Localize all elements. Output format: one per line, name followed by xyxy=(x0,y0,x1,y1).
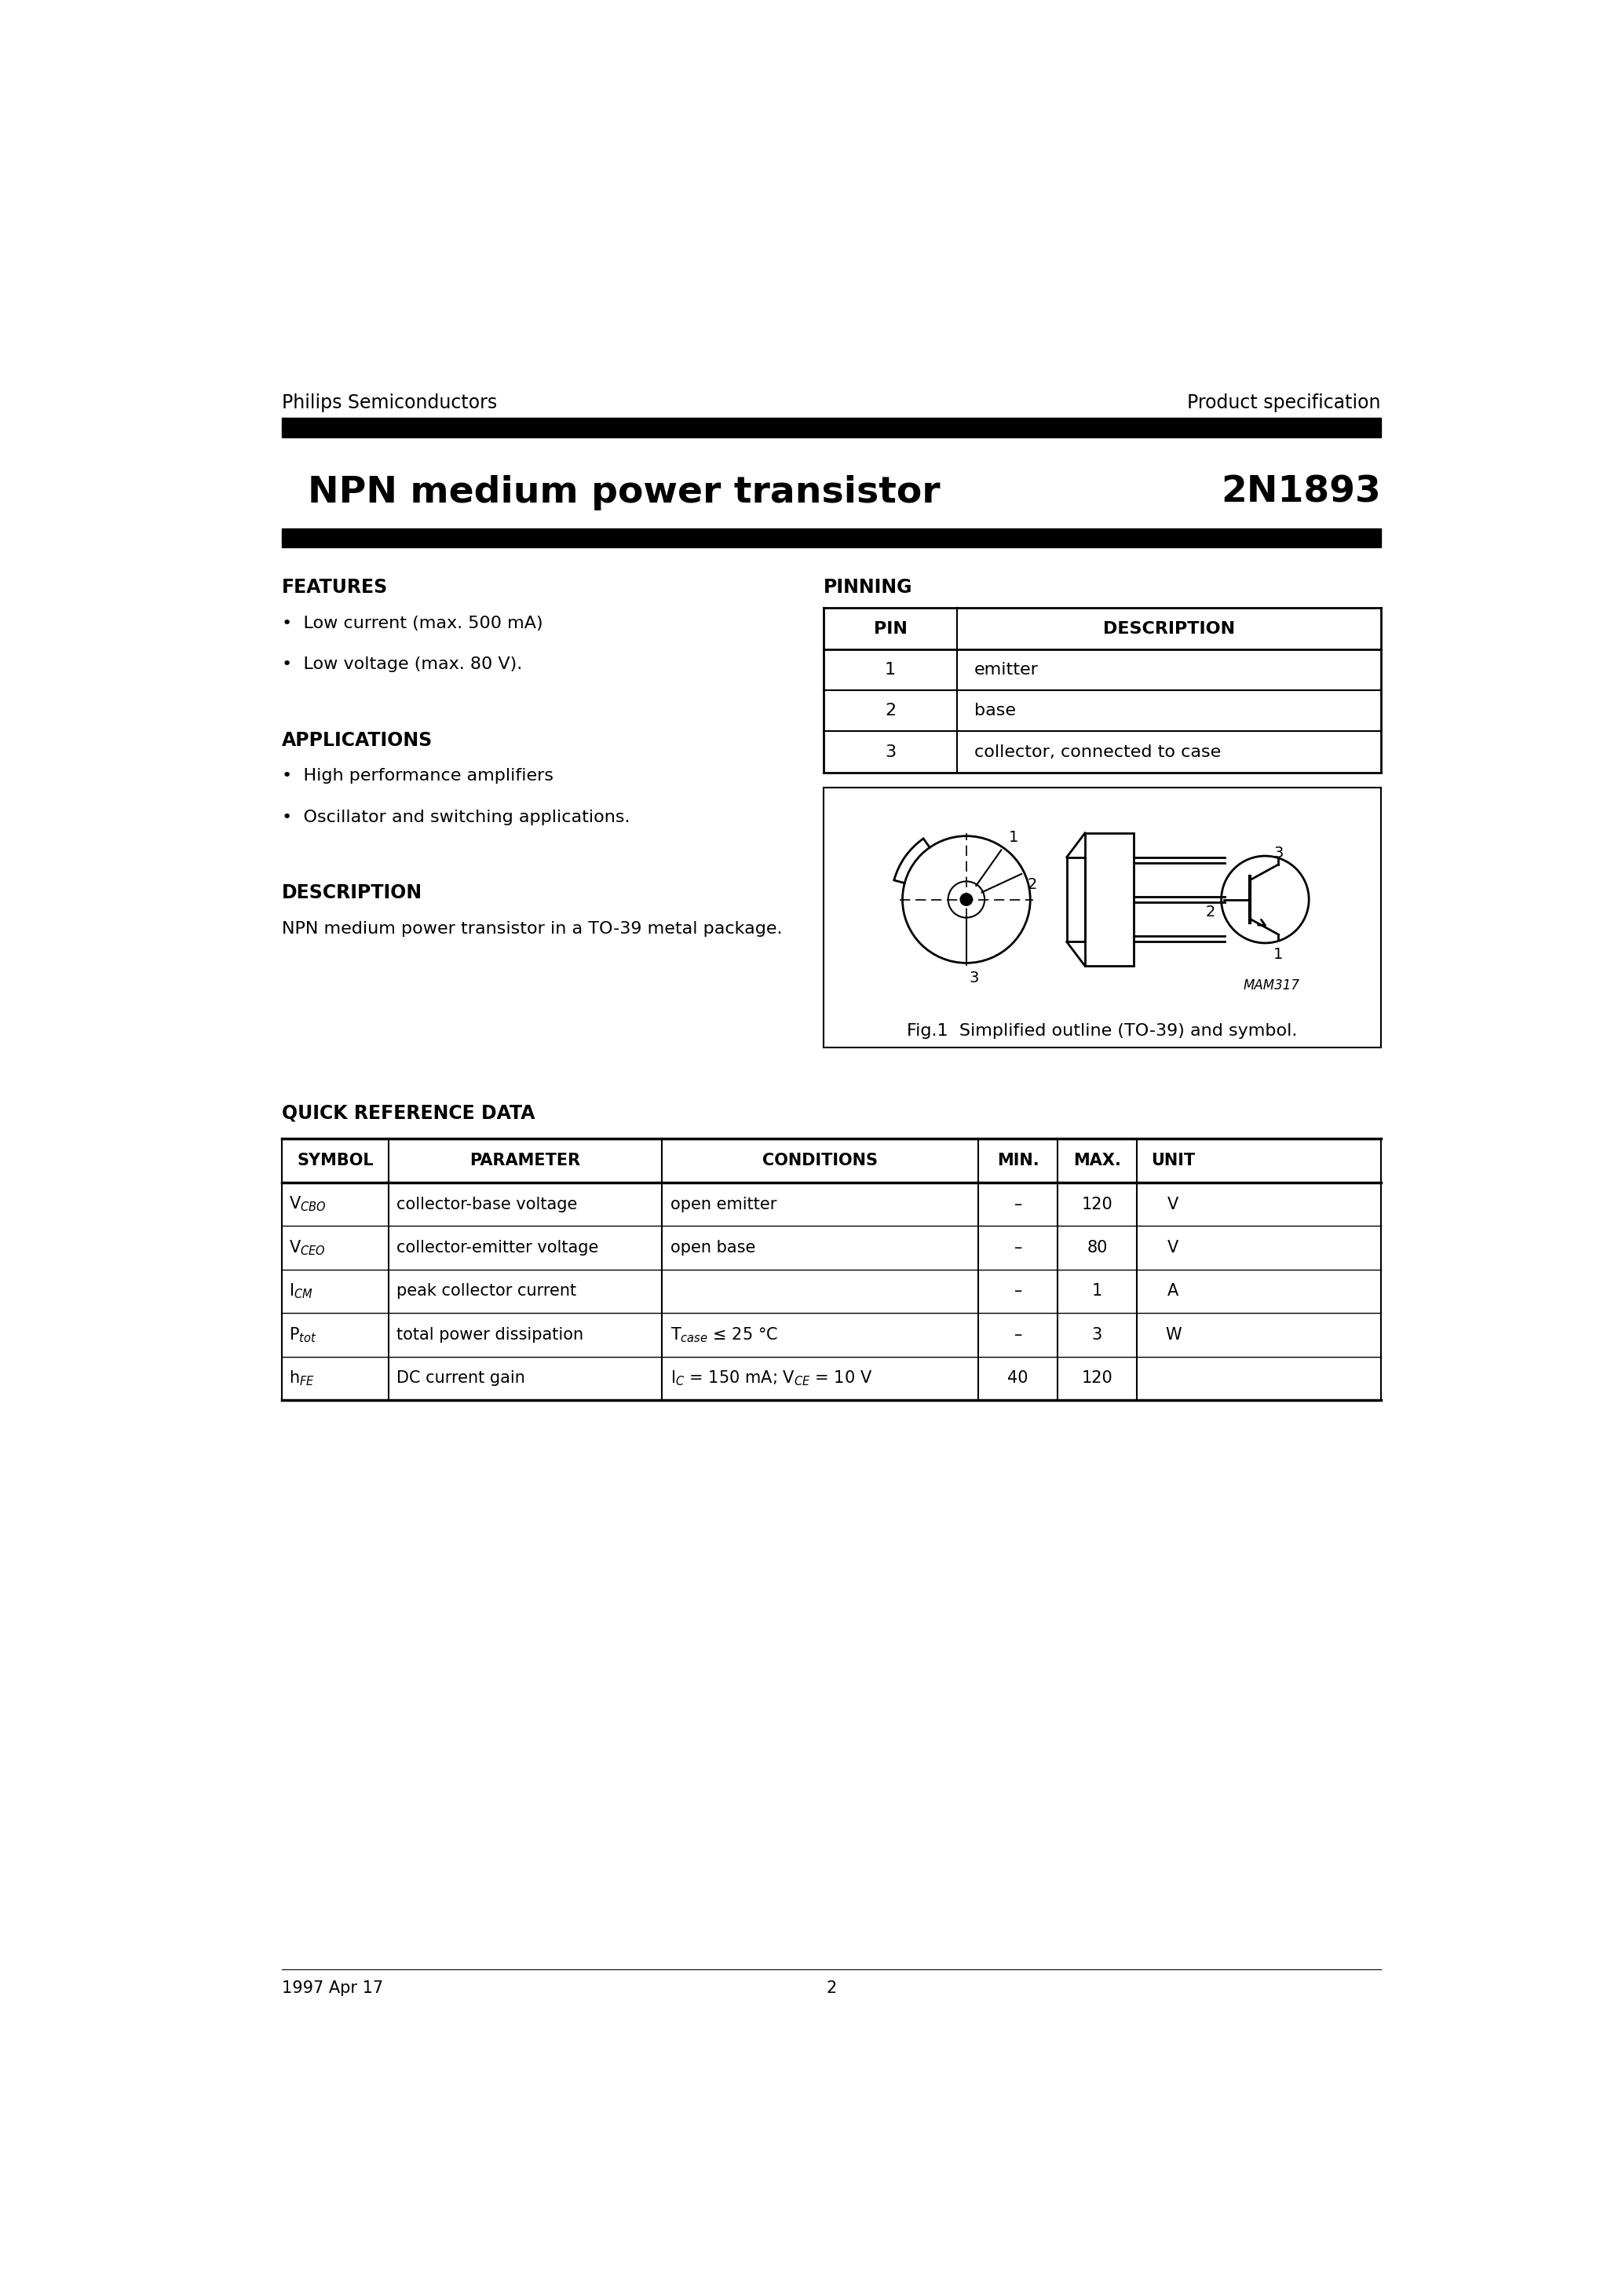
Text: 1997 Apr 17: 1997 Apr 17 xyxy=(282,1981,383,1995)
Text: –: – xyxy=(1014,1240,1022,1256)
Text: SYMBOL: SYMBOL xyxy=(297,1153,373,1169)
Text: 3: 3 xyxy=(1273,845,1283,861)
Text: collector, connected to case: collector, connected to case xyxy=(975,744,1221,760)
Text: 2: 2 xyxy=(1205,905,1215,918)
Text: –: – xyxy=(1014,1283,1022,1300)
Text: 2: 2 xyxy=(826,1981,837,1995)
Text: 3: 3 xyxy=(884,744,895,760)
Text: 1: 1 xyxy=(1273,948,1283,962)
Text: h$_{FE}$: h$_{FE}$ xyxy=(289,1368,315,1387)
Text: open emitter: open emitter xyxy=(670,1196,777,1212)
Text: V$_{CEO}$: V$_{CEO}$ xyxy=(289,1238,326,1256)
Text: V: V xyxy=(1168,1240,1179,1256)
Text: MAM317: MAM317 xyxy=(1242,978,1299,992)
Text: 3: 3 xyxy=(970,971,980,985)
Text: NPN medium power transistor in a TO-39 metal package.: NPN medium power transistor in a TO-39 m… xyxy=(282,921,782,937)
Text: Product specification: Product specification xyxy=(1187,393,1380,413)
Text: V$_{CBO}$: V$_{CBO}$ xyxy=(289,1194,326,1215)
Text: P$_{tot}$: P$_{tot}$ xyxy=(289,1325,318,1343)
Text: CONDITIONS: CONDITIONS xyxy=(762,1153,878,1169)
Text: •  Oscillator and switching applications.: • Oscillator and switching applications. xyxy=(282,810,629,824)
Text: Fig.1  Simplified outline (TO-39) and symbol.: Fig.1 Simplified outline (TO-39) and sym… xyxy=(907,1024,1298,1040)
Text: 1: 1 xyxy=(1009,831,1019,845)
Text: PARAMETER: PARAMETER xyxy=(470,1153,581,1169)
Bar xyxy=(282,418,1380,439)
Text: 1: 1 xyxy=(884,661,895,677)
Text: –: – xyxy=(1014,1327,1022,1343)
Text: T$_{case}$ ≤ 25 °C: T$_{case}$ ≤ 25 °C xyxy=(670,1325,779,1343)
Bar xyxy=(282,528,1380,549)
Text: DESCRIPTION: DESCRIPTION xyxy=(282,884,422,902)
Text: A: A xyxy=(1168,1283,1179,1300)
Text: peak collector current: peak collector current xyxy=(397,1283,577,1300)
Text: 2: 2 xyxy=(884,703,895,719)
Text: •  Low current (max. 500 mA): • Low current (max. 500 mA) xyxy=(282,615,543,631)
Text: 3: 3 xyxy=(1092,1327,1103,1343)
Text: PINNING: PINNING xyxy=(824,579,913,597)
Text: W: W xyxy=(1165,1327,1181,1343)
Text: open base: open base xyxy=(670,1240,756,1256)
Bar xyxy=(824,788,1380,1047)
Text: APPLICATIONS: APPLICATIONS xyxy=(282,730,433,751)
Text: –: – xyxy=(1014,1196,1022,1212)
Bar xyxy=(1067,856,1085,941)
Text: base: base xyxy=(975,703,1015,719)
Text: Philips Semiconductors: Philips Semiconductors xyxy=(282,393,498,413)
Text: DESCRIPTION: DESCRIPTION xyxy=(1103,620,1234,636)
Text: NPN medium power transistor: NPN medium power transistor xyxy=(282,475,941,510)
Text: I$_C$ = 150 mA; V$_{CE}$ = 10 V: I$_C$ = 150 mA; V$_{CE}$ = 10 V xyxy=(670,1368,873,1387)
Text: collector-base voltage: collector-base voltage xyxy=(397,1196,577,1212)
Text: I$_{CM}$: I$_{CM}$ xyxy=(289,1281,313,1300)
Text: MIN.: MIN. xyxy=(998,1153,1040,1169)
Text: 120: 120 xyxy=(1082,1371,1113,1387)
Text: 80: 80 xyxy=(1087,1240,1108,1256)
Text: emitter: emitter xyxy=(975,661,1038,677)
Text: MAX.: MAX. xyxy=(1074,1153,1121,1169)
Text: DC current gain: DC current gain xyxy=(397,1371,526,1387)
Text: V: V xyxy=(1168,1196,1179,1212)
Text: total power dissipation: total power dissipation xyxy=(397,1327,584,1343)
Text: collector-emitter voltage: collector-emitter voltage xyxy=(397,1240,599,1256)
Text: 40: 40 xyxy=(1007,1371,1028,1387)
Text: 2: 2 xyxy=(1028,877,1038,891)
Text: PIN: PIN xyxy=(874,620,907,636)
Text: QUICK REFERENCE DATA: QUICK REFERENCE DATA xyxy=(282,1104,535,1123)
Text: 2N1893: 2N1893 xyxy=(1221,475,1380,510)
Circle shape xyxy=(960,893,973,905)
Text: •  Low voltage (max. 80 V).: • Low voltage (max. 80 V). xyxy=(282,657,522,673)
Text: 120: 120 xyxy=(1082,1196,1113,1212)
Bar xyxy=(1085,833,1134,967)
Text: 1: 1 xyxy=(1092,1283,1103,1300)
Text: UNIT: UNIT xyxy=(1152,1153,1195,1169)
Text: •  High performance amplifiers: • High performance amplifiers xyxy=(282,769,553,783)
Text: FEATURES: FEATURES xyxy=(282,579,388,597)
